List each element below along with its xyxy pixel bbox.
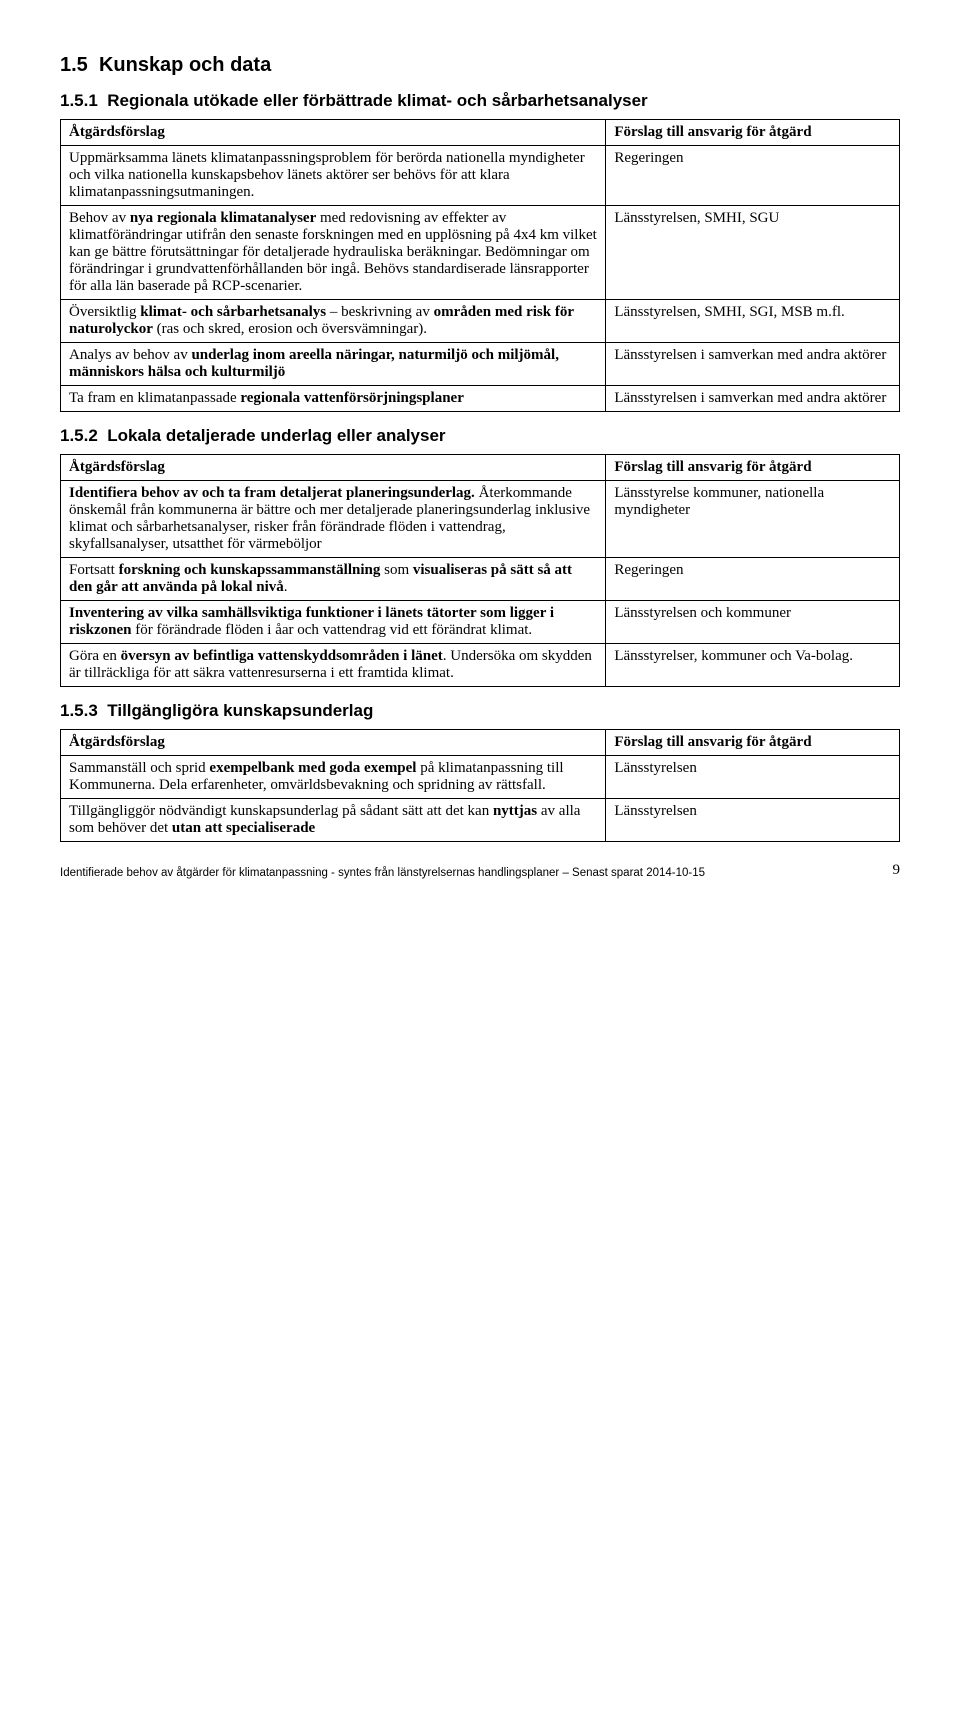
table-cell-left: Sammanställ och sprid exempelbank med go… bbox=[61, 756, 606, 799]
subsection-number: 1.5.1 bbox=[60, 91, 98, 110]
table-1-5-2: Åtgärdsförslag Förslag till ansvarig för… bbox=[60, 454, 900, 687]
table-row: Översiktlig klimat- och sårbarhetsanalys… bbox=[61, 300, 900, 343]
table-cell-right: Länsstyrelsen, SMHI, SGU bbox=[606, 206, 900, 300]
subsection-title: Regionala utökade eller förbättrade klim… bbox=[107, 91, 647, 110]
subsection-heading-1-5-2: 1.5.2 Lokala detaljerade underlag eller … bbox=[60, 426, 900, 446]
section-number: 1.5 bbox=[60, 54, 88, 76]
table-header-right: Förslag till ansvarig för åtgärd bbox=[606, 730, 900, 756]
page-number: 9 bbox=[893, 862, 901, 879]
subsection-title: Tillgängligöra kunskapsunderlag bbox=[107, 701, 373, 720]
table-cell-right: Länsstyrelsen, SMHI, SGI, MSB m.fl. bbox=[606, 300, 900, 343]
table-row: Ta fram en klimatanpassade regionala vat… bbox=[61, 386, 900, 412]
table-cell-left: Inventering av vilka samhällsviktiga fun… bbox=[61, 601, 606, 644]
table-row: Behov av nya regionala klimatanalyser me… bbox=[61, 206, 900, 300]
table-cell-left: Fortsatt forskning och kunskapssammanstä… bbox=[61, 558, 606, 601]
table-1-5-1: Åtgärdsförslag Förslag till ansvarig för… bbox=[60, 119, 900, 412]
table-cell-right: Länsstyrelse kommuner, nationella myndig… bbox=[606, 481, 900, 558]
subsection-heading-1-5-1: 1.5.1 Regionala utökade eller förbättrad… bbox=[60, 91, 900, 111]
table-cell-left: Uppmärksamma länets klimatanpassningspro… bbox=[61, 146, 606, 206]
table-cell-right: Länsstyrelsen i samverkan med andra aktö… bbox=[606, 386, 900, 412]
table-cell-left: Behov av nya regionala klimatanalyser me… bbox=[61, 206, 606, 300]
table-row: Inventering av vilka samhällsviktiga fun… bbox=[61, 601, 900, 644]
table-cell-left: Göra en översyn av befintliga vattenskyd… bbox=[61, 644, 606, 687]
table-cell-right: Länsstyrelser, kommuner och Va-bolag. bbox=[606, 644, 900, 687]
table-row: Identifiera behov av och ta fram detalje… bbox=[61, 481, 900, 558]
table-cell-right: Länsstyrelsen bbox=[606, 799, 900, 842]
table-header-left: Åtgärdsförslag bbox=[61, 120, 606, 146]
table-row: Uppmärksamma länets klimatanpassningspro… bbox=[61, 146, 900, 206]
table-cell-left: Översiktlig klimat- och sårbarhetsanalys… bbox=[61, 300, 606, 343]
table-header-right: Förslag till ansvarig för åtgärd bbox=[606, 455, 900, 481]
footer-text: Identifierade behov av åtgärder för klim… bbox=[60, 867, 705, 879]
table-row: Tillgängliggör nödvändigt kunskapsunderl… bbox=[61, 799, 900, 842]
table-header-row: Åtgärdsförslag Förslag till ansvarig för… bbox=[61, 120, 900, 146]
table-header-row: Åtgärdsförslag Förslag till ansvarig för… bbox=[61, 455, 900, 481]
table-row: Göra en översyn av befintliga vattenskyd… bbox=[61, 644, 900, 687]
table-row: Analys av behov av underlag inom areella… bbox=[61, 343, 900, 386]
table-header-left: Åtgärdsförslag bbox=[61, 730, 606, 756]
subsection-number: 1.5.3 bbox=[60, 701, 98, 720]
table-cell-right: Regeringen bbox=[606, 146, 900, 206]
table-cell-right: Länsstyrelsen och kommuner bbox=[606, 601, 900, 644]
subsection-heading-1-5-3: 1.5.3 Tillgängligöra kunskapsunderlag bbox=[60, 701, 900, 721]
table-cell-right: Länsstyrelsen bbox=[606, 756, 900, 799]
subsection-number: 1.5.2 bbox=[60, 426, 98, 445]
table-header-right: Förslag till ansvarig för åtgärd bbox=[606, 120, 900, 146]
section-title: Kunskap och data bbox=[99, 54, 271, 76]
table-cell-left: Ta fram en klimatanpassade regionala vat… bbox=[61, 386, 606, 412]
section-heading-1-5: 1.5 Kunskap och data bbox=[60, 54, 900, 77]
table-row: Fortsatt forskning och kunskapssammanstä… bbox=[61, 558, 900, 601]
table-header-left: Åtgärdsförslag bbox=[61, 455, 606, 481]
table-cell-left: Tillgängliggör nödvändigt kunskapsunderl… bbox=[61, 799, 606, 842]
table-cell-right: Länsstyrelsen i samverkan med andra aktö… bbox=[606, 343, 900, 386]
table-row: Sammanställ och sprid exempelbank med go… bbox=[61, 756, 900, 799]
table-header-row: Åtgärdsförslag Förslag till ansvarig för… bbox=[61, 730, 900, 756]
table-1-5-3: Åtgärdsförslag Förslag till ansvarig för… bbox=[60, 729, 900, 842]
table-cell-right: Regeringen bbox=[606, 558, 900, 601]
table-cell-left: Identifiera behov av och ta fram detalje… bbox=[61, 481, 606, 558]
page-footer: Identifierade behov av åtgärder för klim… bbox=[60, 862, 900, 879]
subsection-title: Lokala detaljerade underlag eller analys… bbox=[107, 426, 445, 445]
table-cell-left: Analys av behov av underlag inom areella… bbox=[61, 343, 606, 386]
